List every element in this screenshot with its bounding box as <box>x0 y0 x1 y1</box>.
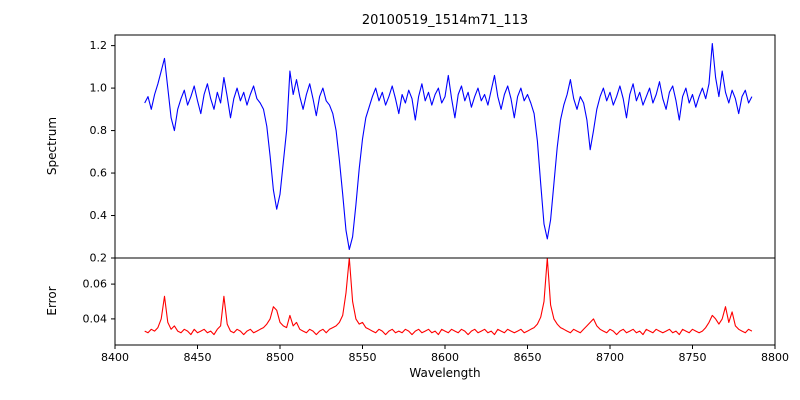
x-tick-label: 8500 <box>266 351 294 364</box>
y-tick-label: 0.6 <box>90 167 108 180</box>
error-panel-frame <box>114 257 776 346</box>
x-tick-label: 8650 <box>514 351 542 364</box>
chart-title: 20100519_1514m71_113 <box>361 13 529 28</box>
y-tick-label: 0.8 <box>90 124 108 137</box>
y-tick-label: 0.06 <box>83 278 108 291</box>
x-axis-label: Wavelength <box>409 366 481 380</box>
y-tick-label: 1.2 <box>90 39 108 52</box>
y-tick-label: 1.0 <box>90 82 108 95</box>
y-tick-label: 0.4 <box>90 209 108 222</box>
x-tick-label: 8800 <box>761 351 789 364</box>
x-tick-label: 8450 <box>184 351 212 364</box>
x-tick-label: 8550 <box>349 351 377 364</box>
x-tick-label: 8750 <box>679 351 707 364</box>
y-tick-label: 0.04 <box>83 312 108 325</box>
x-tick-label: 8600 <box>431 351 459 364</box>
x-tick-label: 8700 <box>596 351 624 364</box>
spectrum-panel-frame <box>114 34 776 259</box>
x-tick-label: 8400 <box>101 351 129 364</box>
spectrum-line <box>144 42 753 251</box>
error-line <box>144 257 753 336</box>
y-tick-label: 0.2 <box>90 252 108 265</box>
